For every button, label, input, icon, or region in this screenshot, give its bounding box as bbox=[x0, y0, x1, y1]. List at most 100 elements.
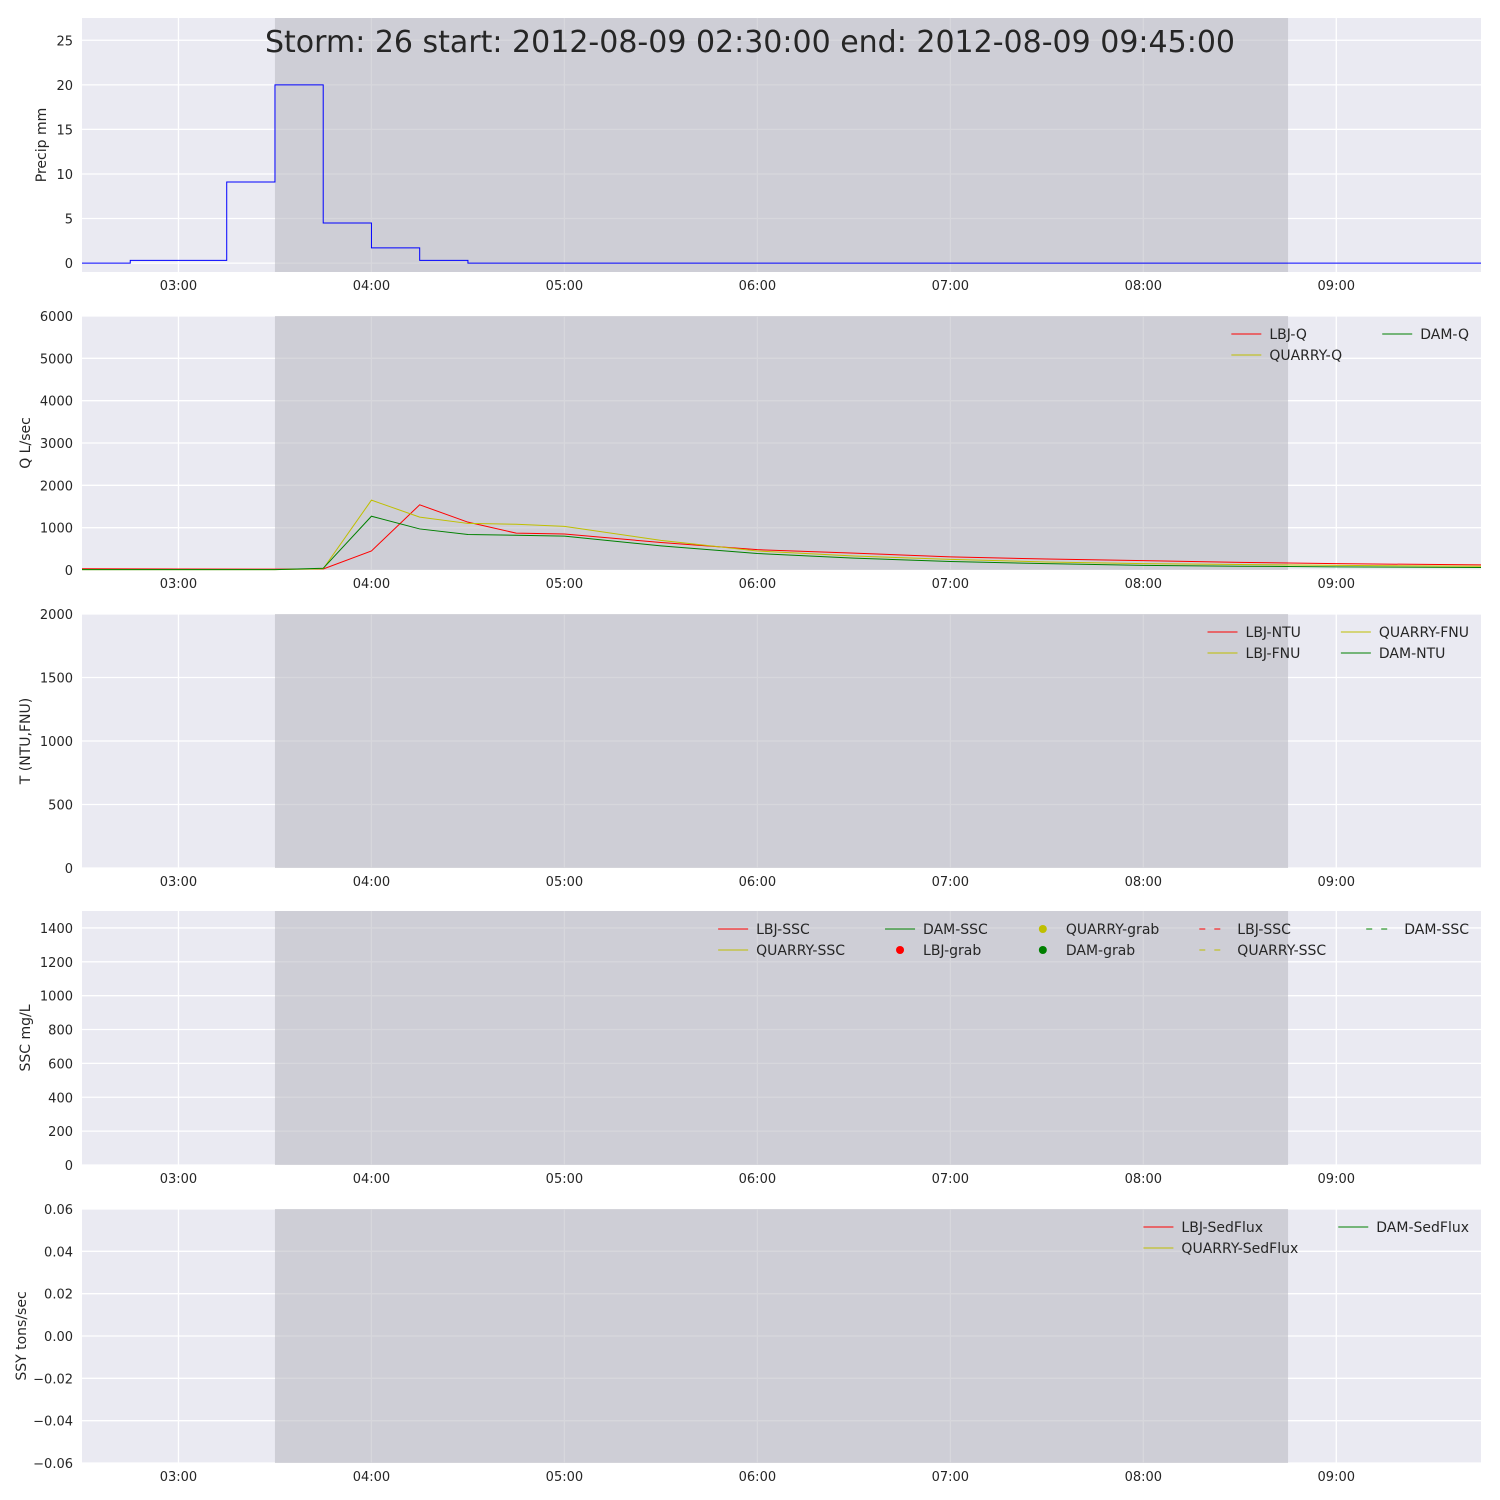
x-tick-label: 04:00 bbox=[353, 279, 390, 294]
legend-marker bbox=[1038, 925, 1047, 933]
y-tick-label: 0 bbox=[65, 862, 73, 877]
x-tick-label: 05:00 bbox=[546, 1470, 583, 1485]
x-tick-label: 05:00 bbox=[546, 1172, 583, 1187]
panel-sediment-flux: −0.06 −0.04 −0.02 0.00 0.02 0.04 0.06 03:00 04:0… bbox=[14, 1203, 1481, 1485]
x-tick-label: 08:00 bbox=[1125, 1470, 1162, 1485]
y-tick-label: 1500 bbox=[40, 672, 73, 687]
x-tick-label: 07:00 bbox=[932, 875, 969, 890]
y-tick-label: 0.06 bbox=[44, 1203, 73, 1218]
legend-label: LBJ-SSC bbox=[756, 922, 810, 938]
x-tick-label: 07:00 bbox=[932, 1172, 969, 1187]
y-tick-label: 1000 bbox=[40, 990, 73, 1005]
y-tick-label: 1000 bbox=[40, 522, 73, 537]
x-tick-label: 09:00 bbox=[1318, 1470, 1355, 1485]
y-axis-label: T (NTU,FNU) bbox=[18, 698, 34, 785]
y-tick-label: 25 bbox=[56, 34, 73, 49]
storm-window-shade bbox=[274, 18, 1289, 272]
x-tick-label: 03:00 bbox=[160, 577, 197, 592]
panel-turbidity: 0 500 1000 1500 2000 03:00 04:00 05:00 06:00 07:0… bbox=[18, 608, 1481, 890]
x-tick-label: 03:00 bbox=[160, 875, 197, 890]
x-tick-label: 03:00 bbox=[160, 1172, 197, 1187]
x-tick-label: 06:00 bbox=[739, 577, 776, 592]
y-tick-label: −0.02 bbox=[33, 1372, 73, 1387]
y-tick-label: 0.04 bbox=[44, 1245, 73, 1260]
chart-title: Storm: 26 start: 2012-08-09 02:30:00 end… bbox=[265, 25, 1235, 60]
y-tick-label: 2000 bbox=[40, 608, 73, 623]
x-tick-label: 05:00 bbox=[546, 279, 583, 294]
y-tick-label: 5 bbox=[65, 213, 73, 228]
y-tick-label: 1400 bbox=[40, 922, 73, 937]
legend-label: DAM-Q bbox=[1420, 327, 1469, 343]
x-tick-label: 03:00 bbox=[160, 279, 197, 294]
series-line-precip bbox=[82, 84, 1481, 264]
y-axis-label: SSY tons/sec bbox=[14, 1291, 30, 1380]
y-axis-label: Q L/sec bbox=[18, 417, 34, 469]
y-tick-label: 500 bbox=[48, 799, 73, 814]
x-tick-label: 04:00 bbox=[353, 875, 390, 890]
panel-discharge: 0 1000 2000 3000 4000 5000 6000 03:00 04:00 05:00… bbox=[18, 310, 1482, 592]
legend-marker bbox=[1038, 946, 1047, 954]
legend-label: LBJ-NTU bbox=[1246, 625, 1301, 641]
x-tick-label: 05:00 bbox=[546, 875, 583, 890]
legend-label: LBJ-FNU bbox=[1246, 646, 1301, 662]
legend: LBJ-NTU LBJ-FNU QUARRY-FNU DAM-NTU bbox=[1207, 625, 1469, 662]
series-line-dam-q bbox=[82, 515, 1482, 571]
panel-ssc: 0 200 400 600 800 1000 1200 1400 03:00 04:00 05:00… bbox=[18, 911, 1481, 1187]
legend-label: QUARRY-grab bbox=[1066, 922, 1160, 938]
x-tick-label: 07:00 bbox=[932, 1470, 969, 1485]
y-tick-label: 5000 bbox=[40, 352, 73, 367]
storm-window-shade bbox=[274, 614, 1289, 868]
y-tick-label: 2000 bbox=[40, 479, 73, 494]
x-tick-label: 05:00 bbox=[546, 577, 583, 592]
y-tick-label: 20 bbox=[56, 79, 73, 94]
panel-precip: 0 5 10 15 20 25 03:00 04:00 05:00 06:00 07:00 08:00… bbox=[34, 18, 1481, 294]
y-tick-label: −0.06 bbox=[33, 1457, 73, 1472]
legend-label: QUARRY-SSC bbox=[1237, 943, 1326, 959]
legend-label: LBJ-grab bbox=[923, 943, 981, 959]
legend-label: LBJ-SSC bbox=[1237, 922, 1291, 938]
y-tick-label: 3000 bbox=[40, 437, 73, 452]
legend-label: DAM-grab bbox=[1066, 943, 1135, 959]
y-tick-label: 0.02 bbox=[44, 1288, 73, 1303]
x-tick-label: 04:00 bbox=[353, 1470, 390, 1485]
y-tick-label: 4000 bbox=[40, 395, 73, 410]
legend-label: QUARRY-FNU bbox=[1379, 625, 1469, 641]
y-tick-label: −0.04 bbox=[33, 1415, 73, 1430]
x-tick-label: 08:00 bbox=[1125, 1172, 1162, 1187]
y-axis-label: Precip mm bbox=[34, 108, 50, 182]
y-tick-label: 6000 bbox=[40, 310, 73, 325]
legend-label: DAM-SSC bbox=[923, 922, 988, 938]
y-tick-label: 15 bbox=[56, 123, 73, 138]
x-tick-label: 03:00 bbox=[160, 1470, 197, 1485]
y-tick-label: 400 bbox=[48, 1091, 73, 1106]
storm-window-shade bbox=[274, 911, 1289, 1165]
x-tick-label: 09:00 bbox=[1318, 279, 1355, 294]
legend-label: DAM-NTU bbox=[1379, 646, 1446, 662]
x-tick-label: 09:00 bbox=[1318, 577, 1355, 592]
legend: LBJ-SedFlux QUARRY-SedFlux DAM-SedFlux bbox=[1143, 1220, 1469, 1257]
y-tick-label: 800 bbox=[48, 1024, 73, 1039]
legend-label: LBJ-SedFlux bbox=[1181, 1220, 1263, 1236]
x-tick-label: 08:00 bbox=[1125, 875, 1162, 890]
x-tick-label: 08:00 bbox=[1125, 577, 1162, 592]
legend-label: QUARRY-SSC bbox=[756, 943, 845, 959]
legend-marker bbox=[896, 946, 905, 954]
x-tick-label: 08:00 bbox=[1125, 279, 1162, 294]
y-tick-label: 0 bbox=[65, 564, 73, 579]
y-tick-label: 600 bbox=[48, 1057, 73, 1072]
x-tick-label: 06:00 bbox=[739, 1172, 776, 1187]
storm-window-shade bbox=[274, 1209, 1289, 1463]
legend: LBJ-SSC QUARRY-SSC DAM-SSC LBJ-grab QUARRY-g… bbox=[718, 922, 1469, 959]
x-tick-label: 04:00 bbox=[353, 577, 390, 592]
legend: LBJ-Q QUARRY-Q DAM-Q bbox=[1231, 327, 1469, 364]
y-tick-label: 1200 bbox=[40, 956, 73, 971]
legend-label: QUARRY-Q bbox=[1269, 348, 1342, 364]
legend-label: DAM-SedFlux bbox=[1376, 1220, 1469, 1236]
storm-window-shade bbox=[274, 316, 1289, 570]
x-tick-label: 07:00 bbox=[932, 577, 969, 592]
x-tick-label: 04:00 bbox=[353, 1172, 390, 1187]
y-axis-label: SSC mg/L bbox=[18, 1004, 34, 1071]
legend-label: LBJ-Q bbox=[1269, 327, 1307, 343]
x-tick-label: 09:00 bbox=[1318, 875, 1355, 890]
x-tick-label: 06:00 bbox=[739, 1470, 776, 1485]
